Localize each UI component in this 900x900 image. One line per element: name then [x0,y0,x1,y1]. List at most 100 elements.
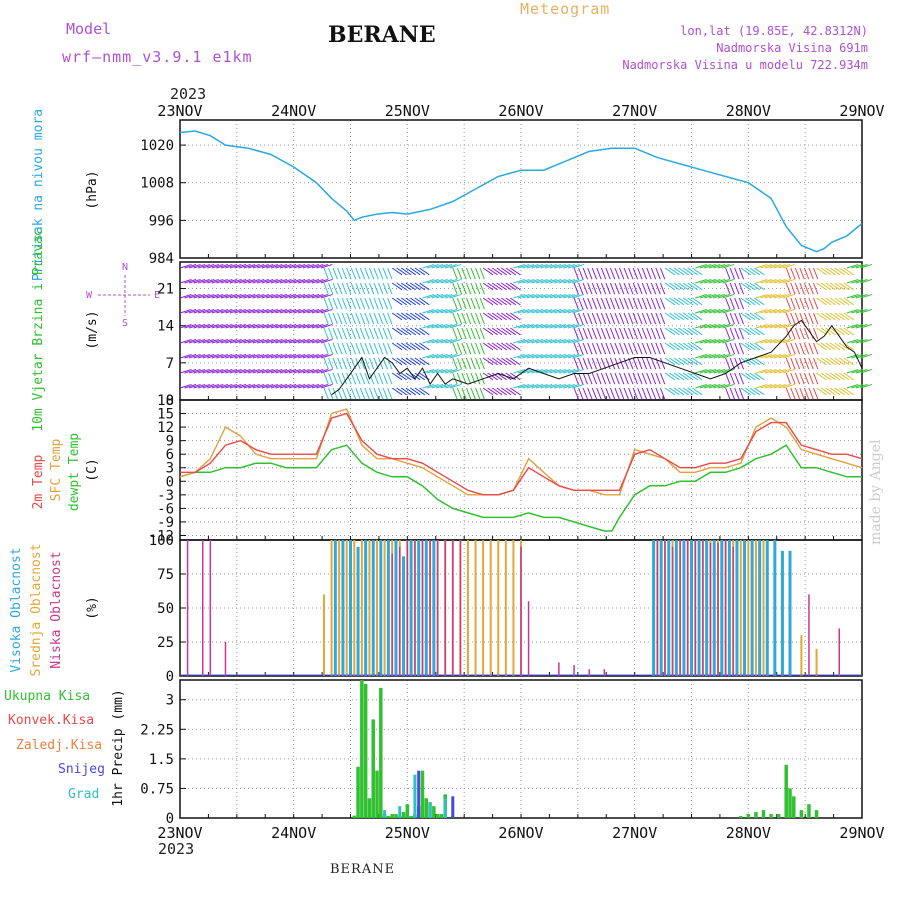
wind-barb [405,282,417,291]
wind-barb [238,353,251,359]
wind-barb [475,282,481,295]
wind-barb [545,278,557,284]
dewpt-line [179,444,862,532]
wind-barb [248,278,260,284]
wind-barb [600,372,607,385]
wind-barb [790,282,796,295]
wind-barb [364,282,370,295]
wind-barb [549,368,562,374]
wind-barb [234,278,247,284]
wind-barb [368,342,375,355]
wind-barb [422,278,435,284]
visoka-bar [349,540,352,676]
wind-barb [378,312,384,325]
wind-barb [298,338,310,344]
wind-barb [659,372,666,385]
wind-barb [558,338,571,344]
wind-barb [311,278,324,284]
srednja-bar [512,540,515,676]
wind-barb [678,342,689,351]
wind-barb [563,278,576,284]
wind-barb [193,323,206,329]
wind-barb [475,372,481,385]
wind-barb [510,267,521,276]
wind-barb [284,263,297,269]
wind-barb [229,308,242,314]
temp2m-side-label: 2m Temp [31,454,46,509]
wind-barb [754,297,765,306]
pressure-side-label: Pritisak na nivou mora [31,109,46,281]
wind-barb [252,323,265,329]
wind-barb [783,263,795,269]
visoka-bar [712,540,716,676]
wind-barb [531,263,544,269]
wind-barb [307,353,319,359]
wind-barb [501,267,512,276]
srednja-bar [739,540,742,676]
wind-barb [754,357,765,366]
wind-barb [368,297,375,310]
wind-barb [293,353,306,359]
wind-barb [760,278,773,284]
wind-barb [846,293,859,299]
wind-barb [431,353,444,359]
wind-barb [337,282,343,295]
wind-barb [587,342,593,355]
wind-barb [452,357,458,370]
wind-barb [426,323,439,329]
wind-barb [659,357,666,370]
wind-barb [623,282,629,295]
wind-barb [396,282,407,291]
ukupna-bar [769,814,773,818]
wind-barb [691,282,703,291]
wind-barb [378,342,384,355]
y-tick-label: 2.25 [140,722,174,738]
y-tick-label: -6 [157,501,174,517]
wind-barb [179,368,192,374]
wind-barb [355,372,361,385]
wind-barb [456,282,463,295]
ukupna-bar [439,814,444,818]
wind-barb [855,338,868,344]
wind-barb [632,387,638,400]
wind-barb [554,323,566,329]
wind-barb [346,327,352,340]
wind-barb [549,293,562,299]
wind-barb [813,312,819,325]
wind-barb [270,353,283,359]
wind-barb [234,383,247,389]
wind-barb [505,297,517,306]
wind-barb [229,278,242,284]
wind-barb [745,267,756,276]
wind-barb [248,383,260,389]
wind-barb [332,372,338,385]
y-tick-label: 1008 [140,176,174,192]
wind-barb [531,323,544,329]
wind-barb [808,282,814,295]
wind-barb [284,293,297,299]
wind-barb [198,383,210,389]
wind-barb [722,353,735,359]
wind-barb [754,342,765,351]
wind-barb [275,353,288,359]
wind-barb [491,267,503,276]
wind-barb [785,387,792,400]
wind-barb [373,327,379,340]
wind-barb [699,308,712,314]
wind-barb [729,282,735,295]
wind-barb [687,267,698,276]
wind-barb [558,263,571,269]
wind-barb [188,368,201,374]
wind-barb [510,312,521,321]
wind-barb [396,357,407,366]
wind-barb [769,353,782,359]
wind-barb [734,297,740,310]
wind-barb [391,282,403,291]
wind-barb [316,323,329,329]
wind-barb [803,357,810,370]
wind-barb [400,342,412,351]
y-tick-label: 0 [166,669,174,685]
wind-barb [591,312,598,325]
wind-barb [659,312,666,325]
wind-barb [216,278,228,284]
